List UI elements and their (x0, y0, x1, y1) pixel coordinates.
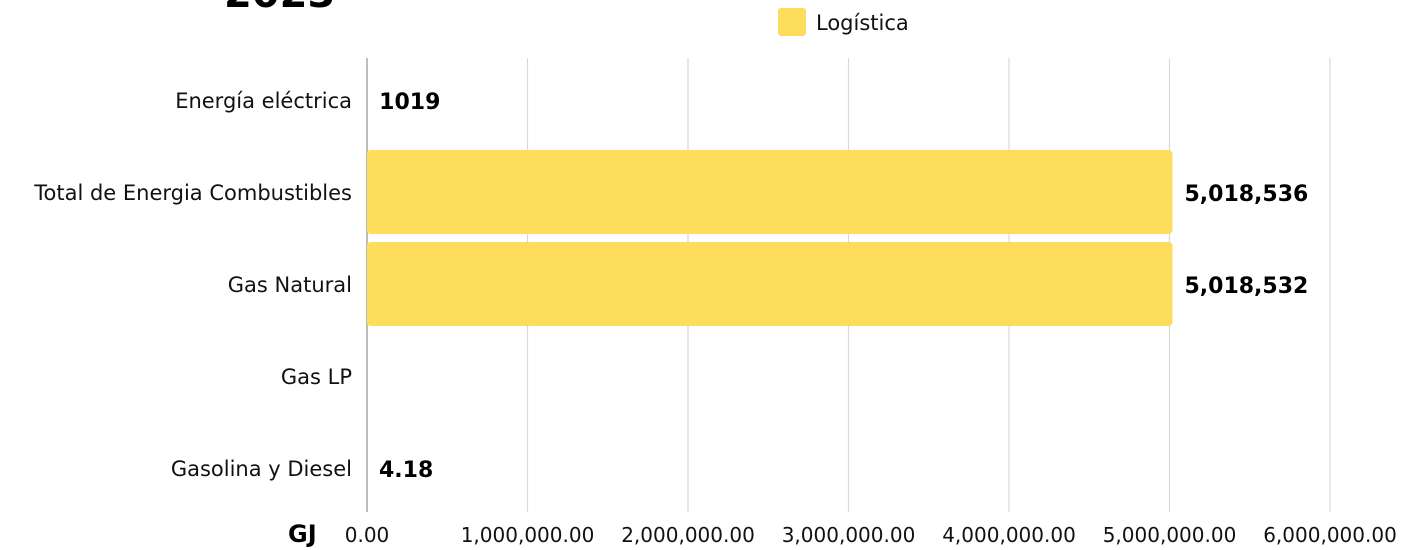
value-label: 5,018,536 (1184, 182, 1308, 207)
bar (367, 150, 1173, 234)
legend-label: Logística (816, 11, 909, 35)
x-tick-label: 4,000,000.00 (942, 523, 1076, 547)
x-tick-label: 2,000,000.00 (621, 523, 755, 547)
x-tick-label: 3,000,000.00 (782, 523, 916, 547)
x-axis-label: GJ (288, 520, 317, 548)
value-label: 1019 (379, 90, 440, 115)
x-tick-labels: 0.00 1,000,000.00 2,000,000.00 3,000,000.00… (345, 523, 1397, 547)
category-labels: Energía eléctrica Total de Energia Combus… (33, 89, 352, 481)
value-labels: 1019 5,018,536 5,018,532 4.18 (379, 90, 1308, 483)
chart-title: 2023 (224, 0, 335, 14)
value-label: 5,018,532 (1184, 274, 1308, 299)
category-label: Energía eléctrica (175, 89, 352, 113)
category-label: Gas LP (281, 365, 352, 389)
category-label: Gas Natural (228, 273, 352, 297)
legend: Logística (778, 8, 909, 36)
x-tick-label: 1,000,000.00 (461, 523, 595, 547)
category-label: Total de Energia Combustibles (33, 181, 352, 205)
bars (367, 150, 1173, 326)
x-tick-label: 6,000,000.00 (1263, 523, 1397, 547)
category-label: Gasolina y Diesel (171, 457, 352, 481)
legend-swatch (778, 8, 806, 36)
x-tick-label: 0.00 (345, 523, 390, 547)
value-label: 4.18 (379, 458, 433, 483)
bar (367, 242, 1173, 326)
x-tick-label: 5,000,000.00 (1103, 523, 1237, 547)
